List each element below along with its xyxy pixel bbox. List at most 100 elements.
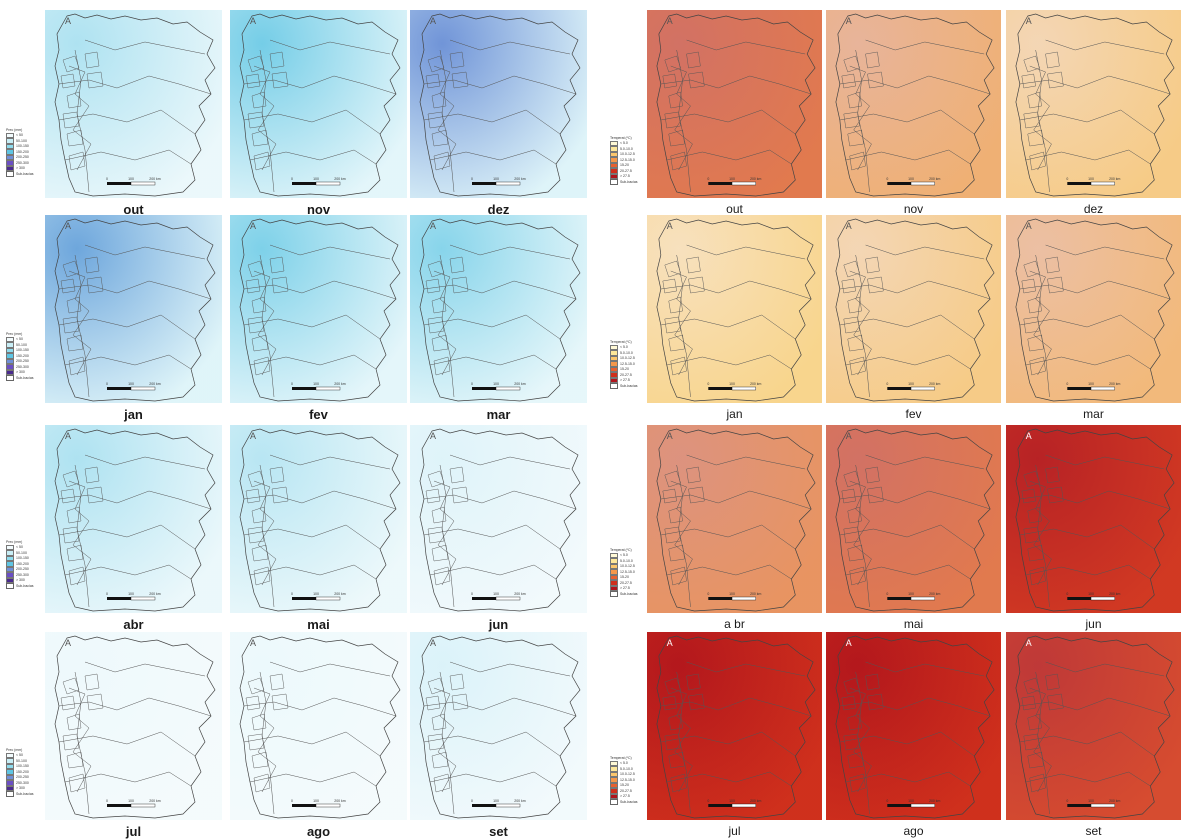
sub-basin-boundary	[839, 109, 975, 135]
sub-basin-boundary	[865, 661, 985, 677]
legend-label: 50-100	[16, 342, 27, 347]
scale-tick-label: 200 km	[334, 382, 346, 386]
sub-basin-boundary	[839, 731, 975, 757]
north-arrow-icon: A	[430, 16, 436, 26]
month-caption: out	[726, 202, 743, 216]
legend-item: < 5.0	[610, 344, 638, 350]
sub-basin-cell	[847, 506, 862, 524]
legend-item: < 50	[6, 132, 34, 138]
sub-basin-cell	[662, 695, 677, 711]
scale-bar: 0 100 200 km	[707, 592, 762, 601]
legend-label: 250-300	[16, 160, 29, 165]
sub-basin-cell	[668, 751, 685, 769]
precip-map-svg: A 0 100 200 km	[410, 215, 587, 403]
legend-label: < 50	[16, 753, 23, 757]
precip-map-svg: A 0 100 200 km	[410, 632, 587, 820]
legend-label: > 27.5	[620, 174, 630, 178]
legend-swatch	[610, 558, 618, 564]
scale-tick-label: 0	[291, 382, 293, 386]
legend-label: 12.5-15.0	[620, 569, 635, 574]
north-arrow-icon: A	[250, 221, 256, 231]
sub-basin-boundary	[660, 731, 796, 757]
sub-basin-cell	[68, 773, 86, 793]
legend-label: 200-250	[16, 359, 29, 363]
temp-legend: Temperat (ºC) < 5.0 5.0-10.0 10.0-12.5 12.5-…	[610, 756, 638, 805]
scale-tick-label: 0	[471, 382, 473, 386]
sub-basin-cell	[849, 151, 866, 171]
sub-basin-boundary	[686, 454, 806, 470]
legend-swatch	[610, 383, 618, 389]
month-caption: set	[489, 824, 508, 839]
sub-basin-boundary	[839, 314, 975, 340]
north-arrow-icon: A	[65, 431, 71, 441]
scale-tick-label: 100	[908, 799, 914, 803]
sub-basin-cell	[62, 260, 80, 278]
legend-label: 10.0-12.5	[620, 356, 635, 360]
legend-item: < 50	[6, 336, 34, 342]
sub-basin-cell	[269, 466, 285, 484]
scale-bar: 0 100 200 km	[106, 799, 161, 808]
legend-label: Sub-bacias	[620, 179, 638, 184]
precip-map-svg: A 0 100 200 km	[230, 632, 407, 820]
legend-swatch	[610, 580, 618, 586]
north-arrow-icon: A	[430, 221, 436, 231]
scale-tick-label: 0	[707, 799, 709, 803]
scale-tick-label: 200 km	[149, 799, 161, 803]
sub-basin-cell	[843, 677, 860, 695]
legend-swatch	[6, 364, 14, 370]
legend-item: 5.0-10.0	[610, 350, 638, 356]
legend-label: 5.0-10.0	[620, 146, 633, 151]
value-surface	[1006, 425, 1181, 613]
temp-map-svg: A 0 100 200 km	[647, 10, 822, 198]
legend-label: 5.0-10.0	[620, 350, 633, 355]
scale-tick-label: 0	[291, 799, 293, 803]
legend-item: > 27.5	[610, 173, 638, 179]
sub-basin-cell	[670, 566, 687, 586]
sub-basin-cell	[449, 466, 465, 484]
sub-basin-cell	[66, 506, 82, 524]
sub-basin-cell	[269, 256, 285, 274]
legend-label: < 5.0	[620, 345, 628, 349]
sub-basin-boundary	[849, 270, 872, 376]
sub-basin-cell	[843, 260, 860, 278]
legend-label: Sub-bacias	[16, 171, 34, 176]
scale-tick-label: 100	[729, 177, 735, 181]
sub-basin-cell	[688, 486, 705, 504]
sub-basin-cell	[670, 773, 687, 793]
sub-basin-cell	[431, 334, 449, 352]
legend-item: 12.5-15.0	[610, 157, 638, 163]
sub-basin-boundary	[660, 109, 796, 135]
legend-swatch	[610, 771, 618, 777]
sub-basin-cell	[427, 111, 445, 129]
legend-swatch	[610, 591, 618, 597]
sub-basin-boundary	[849, 480, 872, 586]
sub-basin-cell	[247, 526, 265, 544]
legend-swatch	[6, 577, 14, 583]
legend-label: Sub-bacias	[620, 591, 638, 596]
sub-basin-cell	[668, 544, 685, 562]
value-surface	[826, 215, 1001, 403]
legend-item: 20-27.5	[610, 372, 638, 378]
sub-basin-boundary	[666, 354, 792, 370]
value-surface	[826, 632, 1001, 820]
sub-basin-cell	[245, 695, 261, 711]
legend-swatch	[6, 342, 14, 348]
sub-basin-cell	[271, 693, 289, 711]
month-caption: mar	[1083, 407, 1104, 421]
sub-basin-cell	[253, 356, 271, 376]
sub-basin-cell	[427, 526, 445, 544]
sub-basin-boundary	[1019, 280, 1171, 300]
scale-tick-label: 100	[729, 592, 735, 596]
sub-basin-boundary	[64, 149, 192, 165]
sub-basin-cell	[251, 129, 269, 147]
value-surface	[410, 632, 587, 820]
sub-basin-boundary	[849, 687, 872, 793]
sub-basin-boundary	[666, 564, 792, 580]
scale-tick-label: 200 km	[514, 592, 526, 596]
sub-basin-boundary	[845, 771, 971, 787]
sub-basin-boundary	[433, 270, 457, 376]
legend-label: 200-250	[16, 155, 29, 159]
sub-basin-cell	[847, 334, 864, 352]
legend-label: 100-150	[16, 348, 29, 352]
month-caption: ago	[306, 824, 331, 839]
